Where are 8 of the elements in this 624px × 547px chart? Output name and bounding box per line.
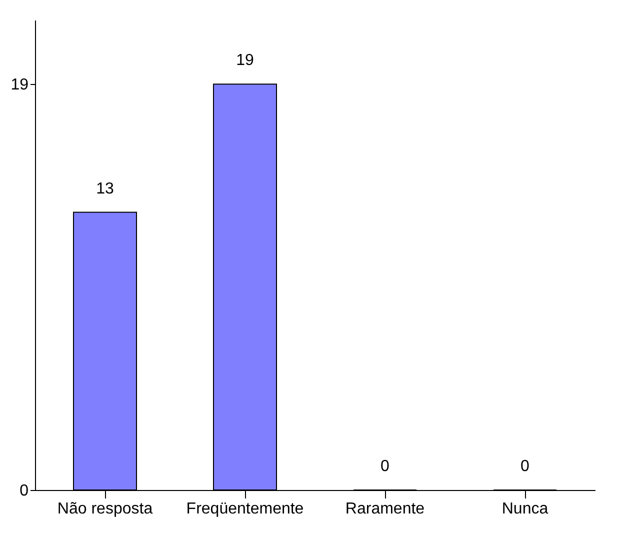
data-label: 0 [520, 458, 530, 475]
x-tick-label: Raramente [345, 500, 425, 518]
x-tick-label: Não resposta [57, 500, 153, 518]
data-label: 13 [96, 180, 114, 198]
x-tick-label: Freqüentemente [186, 500, 304, 518]
data-label: 19 [236, 52, 254, 70]
x-tick-label: Nunca [502, 500, 548, 518]
data-label: 0 [380, 458, 390, 475]
